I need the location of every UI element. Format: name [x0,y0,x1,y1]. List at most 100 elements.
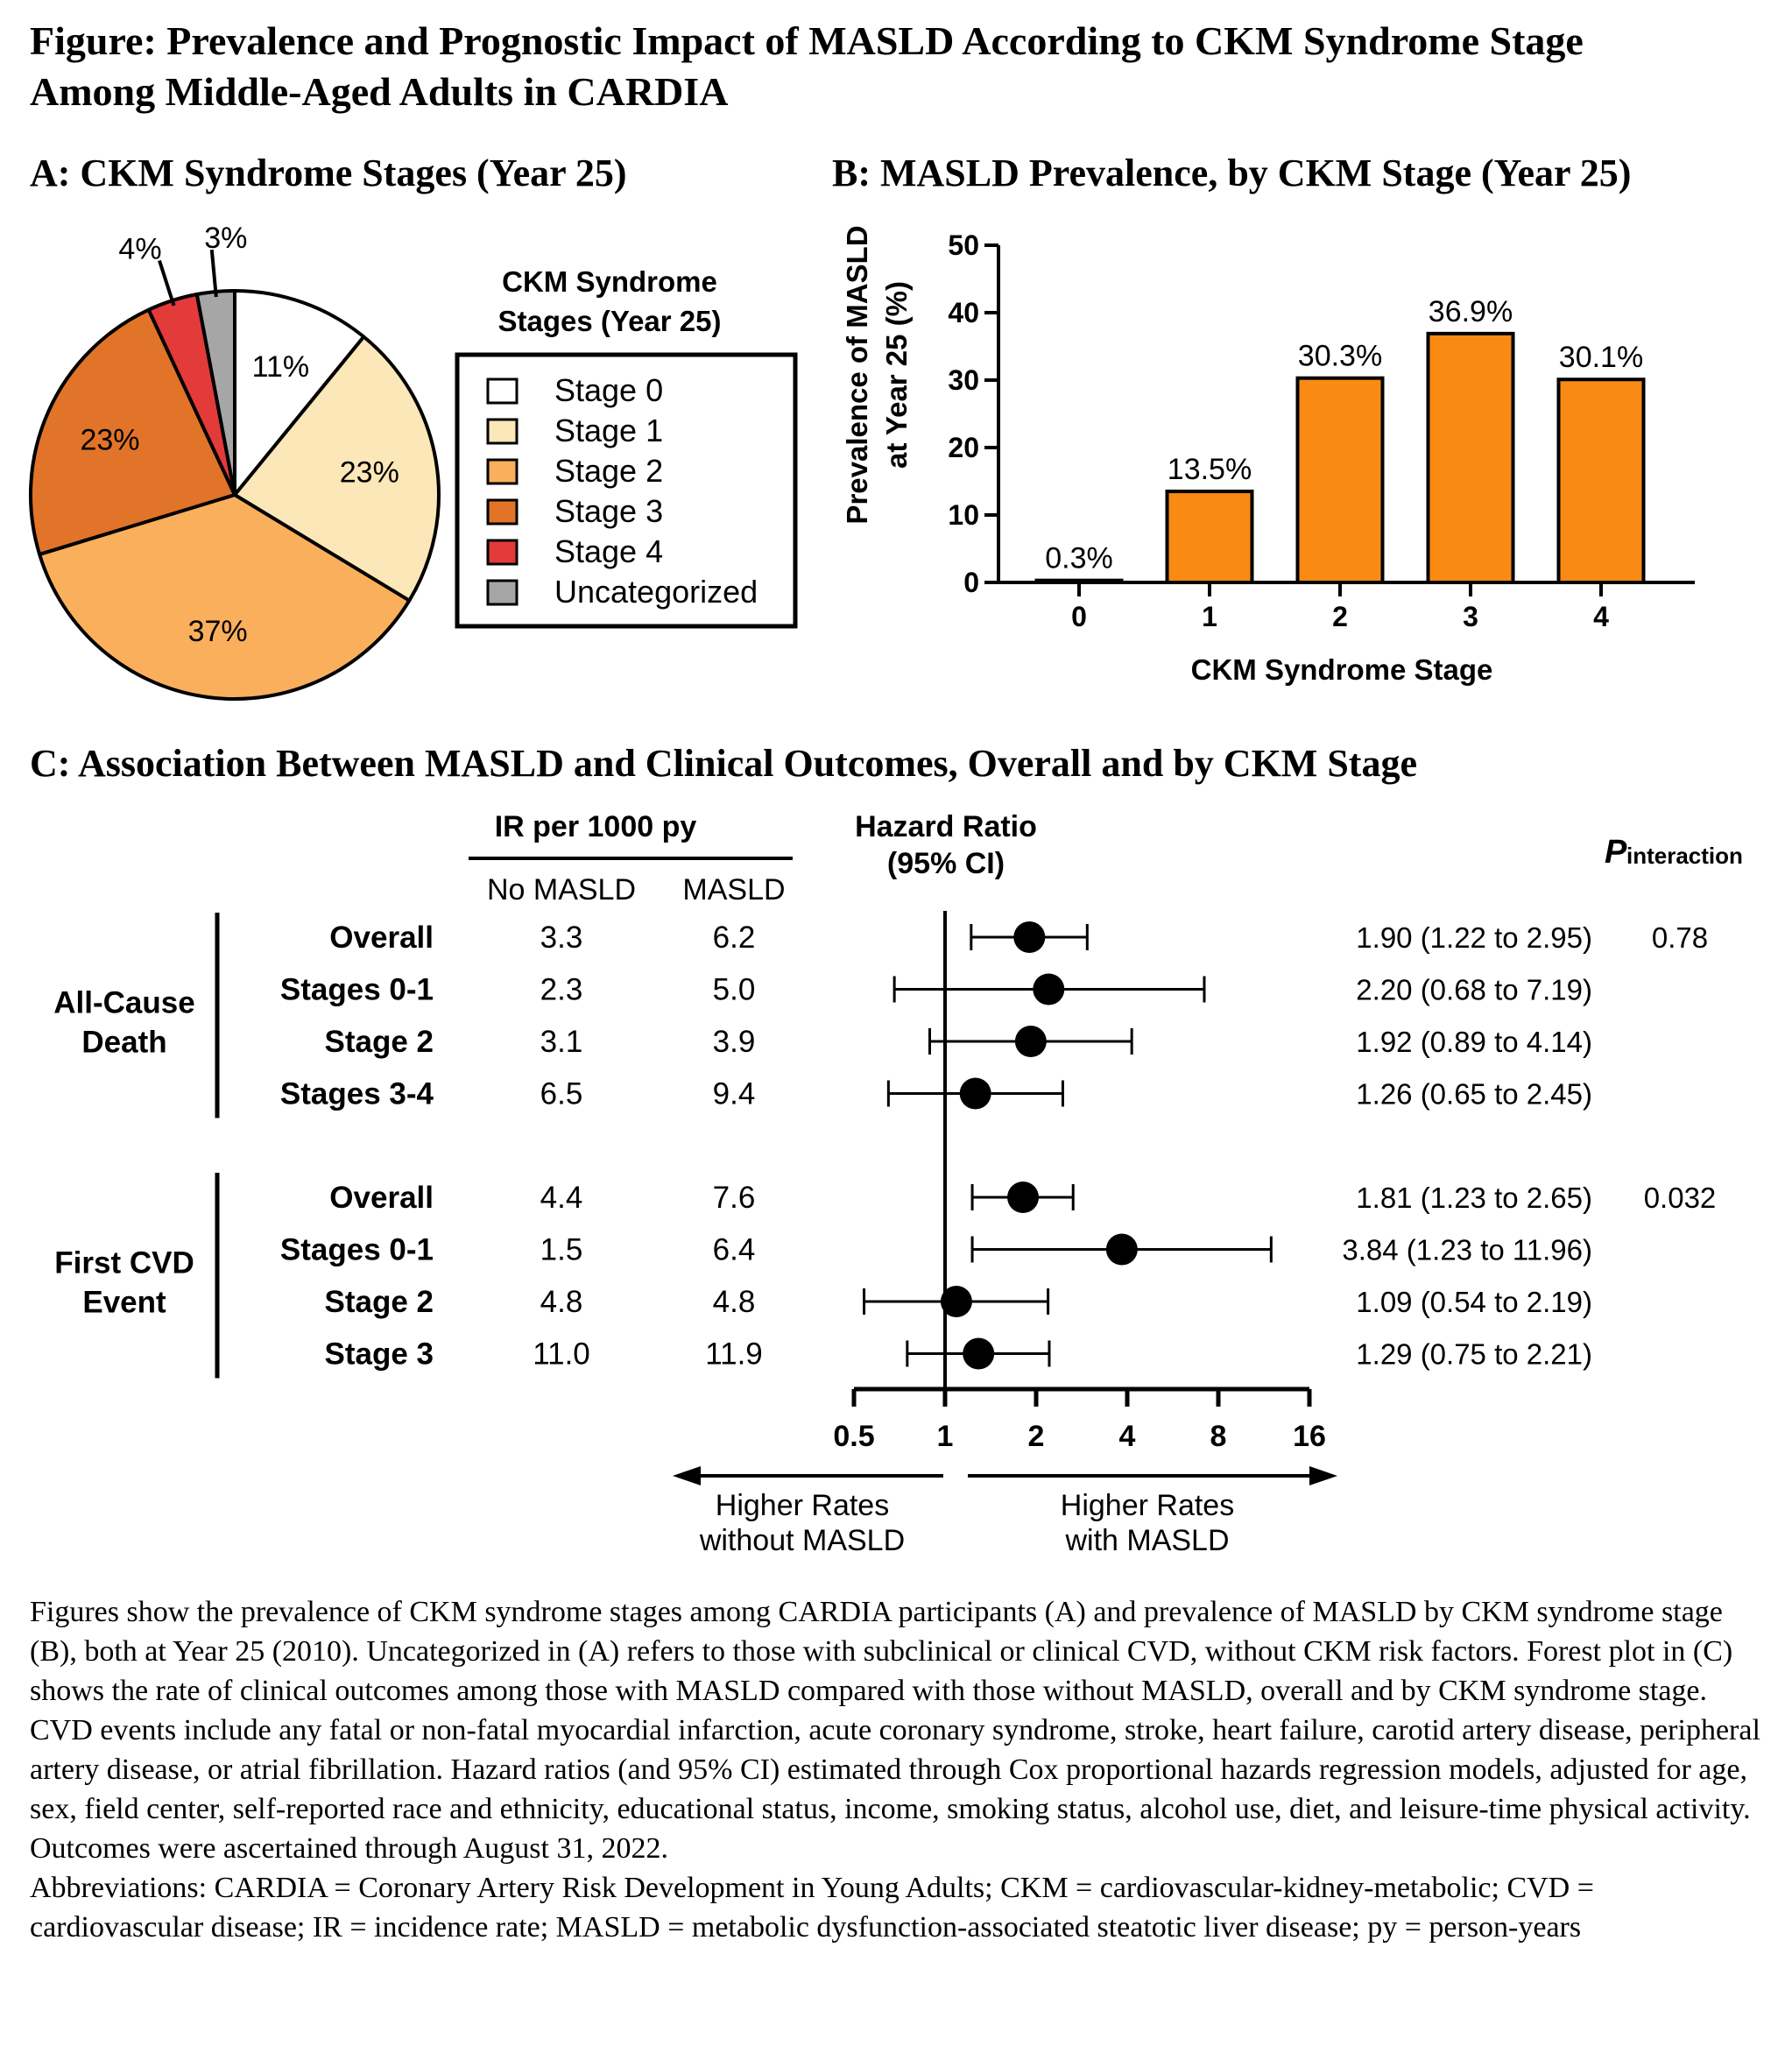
forest-row-label: Stages 0-1 [280,973,434,1007]
group-label-cvd-line2: Event [82,1285,166,1319]
bar-y-tick-label: 50 [948,229,979,261]
pie-slice-stage-1 [233,335,441,603]
forest-x-tick-label: 16 [1293,1420,1326,1453]
legend-title-line1: CKM Syndrome [502,265,717,298]
pie-label-stage-4: 4% [118,233,161,266]
bar-y-tick-label: 30 [948,364,979,396]
ir-no-masld-value: 4.4 [540,1181,583,1215]
legend-label-stage-0: Stage 0 [554,372,663,408]
ir-masld-value: 7.6 [713,1181,756,1215]
ir-masld-value: 9.4 [713,1077,756,1111]
ir-no-masld-value: 2.3 [540,973,583,1007]
hr-point [940,1286,972,1317]
pie-label-stage-1: 23% [340,455,399,489]
arrow-right-label-line2: with MASLD [1064,1524,1229,1557]
bar-value-label-3: 36.9% [1429,295,1513,328]
arrow-right-label-line1: Higher Rates [1061,1489,1234,1522]
forest-x-tick-label: 2 [1028,1420,1045,1453]
bar-x-tick-label-1: 1 [1202,601,1217,632]
legend-title-line2: Stages (Year 25) [498,305,722,337]
hr-point [1033,973,1065,1005]
hr-point [963,1337,995,1370]
forest-row-label: Stages 0-1 [280,1233,434,1267]
ir-no-masld-value: 3.1 [540,1025,583,1059]
bar-y-tick-label: 10 [948,499,979,531]
ir-no-masld-value: 11.0 [533,1337,590,1372]
hr-ci-text: 1.09 (0.54 to 2.19) [1356,1286,1592,1318]
figure-title-line1: Figure: Prevalence and Prognostic Impact… [30,18,1584,63]
group-label-death-line2: Death [81,1025,166,1059]
ir-masld-value: 6.2 [713,921,756,955]
bar-stage-1 [1165,490,1254,584]
arrow-left-label-line1: Higher Rates [716,1489,889,1522]
forest-row-label: Stage 2 [325,1285,434,1319]
pie-labels: 11% 23% 37% 23% 4% 3% [80,222,399,648]
ir-masld-value: 4.8 [713,1285,756,1319]
bar-value-label-4: 30.1% [1559,341,1643,374]
figure-title-line2: Among Middle-Aged Adults in CARDIA [30,69,728,114]
forest-row-label: Overall [329,1181,434,1215]
p-interaction-value: 0.032 [1644,1182,1717,1214]
bar-x-tick-label-3: 3 [1463,601,1478,632]
bar-stage-2 [1295,376,1385,584]
legend-label-stage-2: Stage 2 [554,453,663,489]
arrow-right-head [1309,1466,1337,1485]
bar-value-label-1: 13.5% [1168,453,1252,486]
legend-swatch-stage-4 [486,539,519,566]
legend-label-stage-4: Stage 4 [554,533,663,569]
legend-swatch-stage-2 [486,458,519,485]
pie-chart [29,288,441,702]
bar-x-axis-title: CKM Syndrome Stage [1191,653,1493,686]
bar-stage-0 [1034,578,1124,585]
bar-y-axis-title-line2: at Year 25 (%) [880,281,913,469]
bar-chart: 0 10 20 30 40 50 0.3% 0 13.5% 1 30.3% 2 36.9% 3 30.1% 4 [948,229,1695,632]
pie-label-stage-0: 11% [252,350,310,384]
legend-swatch-stage-0 [486,377,519,405]
panel-b-title: B: MASLD Prevalence, by CKM Stage (Year … [832,152,1631,194]
bar-y-tick-label: 0 [963,567,979,598]
ir-no-masld-value: 3.3 [540,921,583,955]
bar-y-tick-label: 40 [948,297,979,328]
hr-ci-text: 2.20 (0.68 to 7.19) [1356,974,1592,1006]
legend-label-stage-3: Stage 3 [554,493,663,529]
panel-a-title: A: CKM Syndrome Stages (Year 25) [30,152,627,194]
legend-swatch-stage-3 [486,498,519,526]
col-header-masld: MASLD [682,873,785,907]
arrow-left-head [673,1466,701,1485]
forest-x-tick-label: 0.5 [833,1420,874,1453]
legend-label-uncategorized: Uncategorized [554,574,758,610]
ir-no-masld-value: 6.5 [540,1077,583,1111]
hr-point [1105,1233,1138,1266]
pie-slice-stage-2 [38,493,412,702]
legend-label-stage-1: Stage 1 [554,413,663,448]
pie-slice-stage-3 [29,307,236,556]
bar-x-tick-label-0: 0 [1071,601,1087,632]
bar-stage-3 [1426,331,1515,584]
pie-leader-uncategorized [209,250,218,298]
bar-value-label-2: 30.3% [1298,340,1382,373]
forest-row-label: Overall [329,921,434,955]
p-header-sub: interaction [1626,843,1743,869]
bar-x-tick-label-4: 4 [1593,601,1609,632]
ir-masld-value: 3.9 [713,1025,756,1059]
legend-box [455,352,798,629]
group-label-death-line1: All-Cause [53,985,194,1019]
hr-ci-text: 1.81 (1.23 to 2.65) [1356,1182,1592,1214]
p-interaction-value: 0.78 [1652,921,1708,954]
forest-row-label: Stages 3-4 [280,1077,434,1111]
legend-swatch-uncategorized [486,579,519,606]
forest-row-label: Stage 3 [325,1337,434,1372]
hr-point [959,1077,991,1110]
ir-no-masld-value: 1.5 [540,1233,583,1267]
forest-x-tick-label: 4 [1119,1420,1136,1453]
hr-ci-text: 1.90 (1.22 to 2.95) [1356,921,1592,954]
caption-paragraph-2: Abbreviations: CARDIA = Coronary Artery … [30,1872,1594,1944]
hr-header-line1: Hazard Ratio [855,810,1037,843]
hr-ci-text: 1.26 (0.65 to 2.45) [1356,1078,1592,1111]
forest-x-tick-label: 1 [937,1420,954,1453]
caption: Figures show the prevalence of CKM syndr… [30,1592,1768,1947]
arrow-left-label-line2: without MASLD [699,1524,905,1557]
bar-stage-4 [1556,377,1646,585]
p-header-main: P [1605,834,1627,871]
pie-leader-stage-4 [158,259,176,307]
